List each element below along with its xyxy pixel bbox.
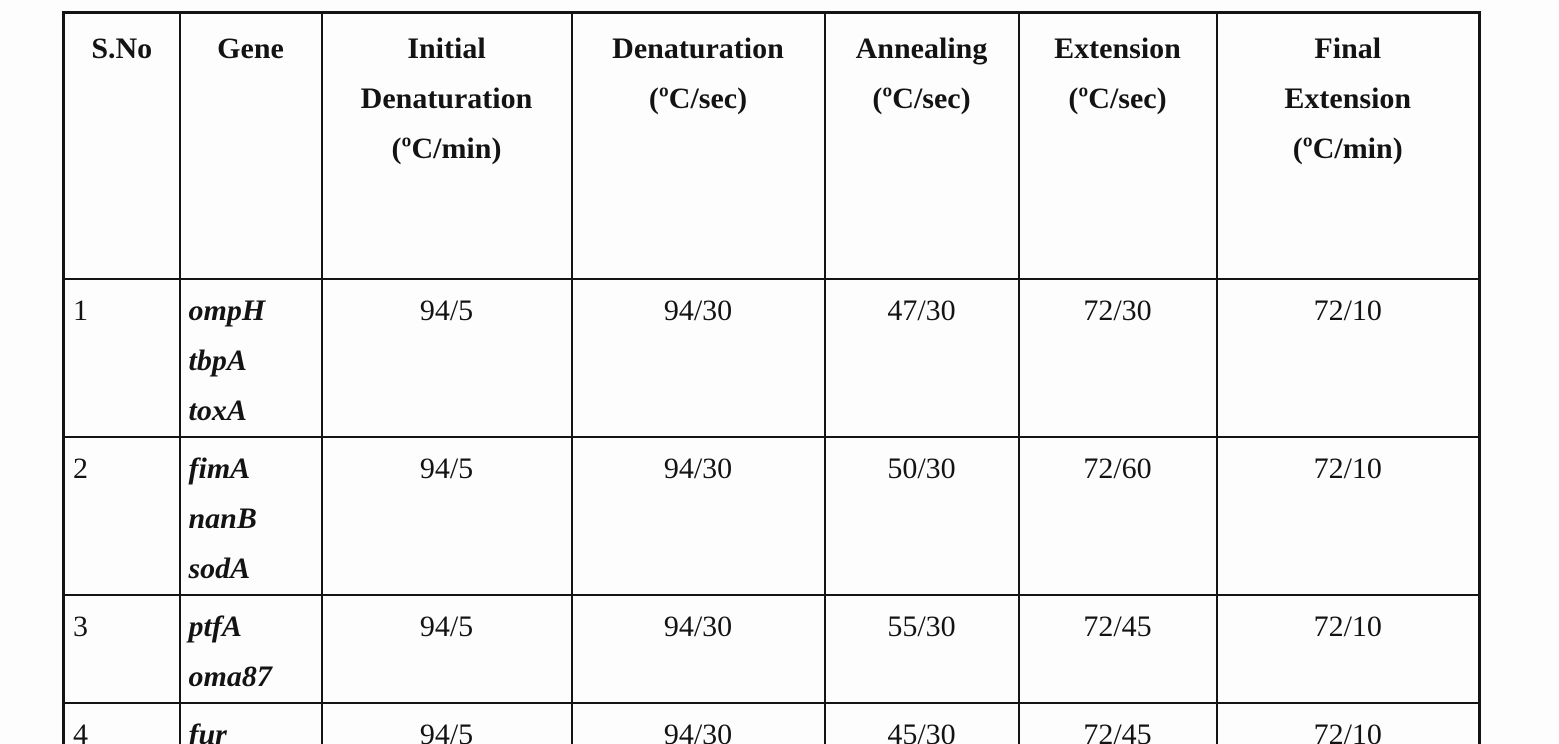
cell-annealing: 55/30 — [823, 593, 1020, 704]
cell-initial-denaturation: 94/5 — [320, 277, 573, 438]
cell-extension: 72/45 — [1017, 593, 1218, 704]
table-row: 3 ptfA oma87 94/5 94/30 55/30 72/45 72/1… — [62, 593, 1481, 704]
table-row: 2 fimA nanB sodA 94/5 94/30 50/30 72/60 … — [62, 435, 1481, 596]
cell-gene-list: fimA nanB sodA — [178, 435, 323, 596]
header-final-extension: Final Extension (ºC/min) — [1215, 11, 1481, 280]
cell-initial-denaturation: 94/5 — [320, 701, 573, 744]
cell-sno: 4 — [62, 701, 181, 744]
cell-gene-list: ptfA oma87 — [178, 593, 323, 704]
cell-extension: 72/30 — [1017, 277, 1218, 438]
cell-denaturation: 94/30 — [570, 701, 826, 744]
cell-sno: 2 — [62, 435, 181, 596]
pcr-conditions-table: S.No Gene Initial Denaturation (ºC/min) … — [62, 11, 1481, 744]
cell-initial-denaturation: 94/5 — [320, 435, 573, 596]
header-annealing: Annealing (ºC/sec) — [823, 11, 1020, 280]
cell-final-extension: 72/10 — [1215, 277, 1481, 438]
cell-gene-list: ompH tbpA toxA — [178, 277, 323, 438]
cell-gene-list: fur — [178, 701, 323, 744]
cell-annealing: 50/30 — [823, 435, 1020, 596]
table-row: 1 ompH tbpA toxA 94/5 94/30 47/30 72/30 … — [62, 277, 1481, 438]
cell-denaturation: 94/30 — [570, 277, 826, 438]
cell-final-extension: 72/10 — [1215, 435, 1481, 596]
cell-final-extension: 72/10 — [1215, 701, 1481, 744]
header-sno: S.No — [62, 11, 181, 280]
header-denaturation: Denaturation (ºC/sec) — [570, 11, 826, 280]
cell-denaturation: 94/30 — [570, 593, 826, 704]
cell-annealing: 47/30 — [823, 277, 1020, 438]
header-initial-denaturation: Initial Denaturation (ºC/min) — [320, 11, 573, 280]
cell-extension: 72/60 — [1017, 435, 1218, 596]
cell-sno: 3 — [62, 593, 181, 704]
cell-sno: 1 — [62, 277, 181, 438]
cell-annealing: 45/30 — [823, 701, 1020, 744]
cell-initial-denaturation: 94/5 — [320, 593, 573, 704]
header-extension: Extension (ºC/sec) — [1017, 11, 1218, 280]
cell-final-extension: 72/10 — [1215, 593, 1481, 704]
cell-extension: 72/45 — [1017, 701, 1218, 744]
table-row: 4 fur 94/5 94/30 45/30 72/45 72/10 — [62, 701, 1481, 744]
header-gene: Gene — [178, 11, 323, 280]
cell-denaturation: 94/30 — [570, 435, 826, 596]
header-row: S.No Gene Initial Denaturation (ºC/min) … — [62, 11, 1481, 280]
